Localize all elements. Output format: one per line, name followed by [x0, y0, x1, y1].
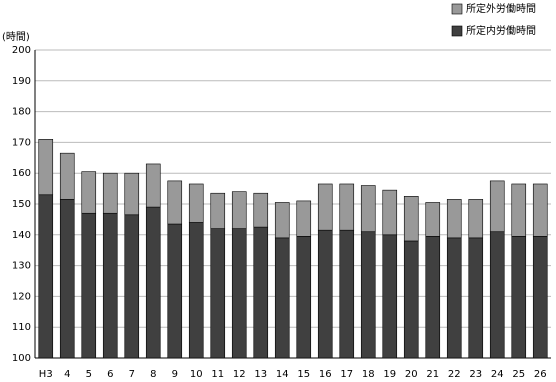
x-tick-label: H3	[39, 369, 53, 380]
bar-segment	[403, 240, 419, 359]
bar-segment	[38, 194, 54, 359]
x-tick-label: 4	[64, 369, 70, 380]
bar-segment	[124, 214, 140, 359]
y-tick-label: 140	[12, 230, 31, 241]
bar-segment	[253, 192, 269, 228]
x-tick-label: 23	[469, 369, 482, 380]
bar-segment	[81, 212, 97, 359]
x-tick-label: 22	[448, 369, 461, 380]
x-tick-label: 17	[340, 369, 353, 380]
x-tick-label: 25	[512, 369, 525, 380]
bar-segment	[403, 196, 419, 242]
bar-segment	[231, 191, 247, 229]
bar-segment	[296, 236, 312, 359]
bar-segment	[167, 180, 183, 225]
bar-segment	[532, 183, 548, 237]
legend-swatch	[451, 25, 463, 37]
bar-segment	[210, 192, 226, 229]
x-tick-label: 14	[276, 369, 289, 380]
x-tick-label: 13	[254, 369, 267, 380]
x-tick-label: 18	[362, 369, 375, 380]
bar-segment	[145, 163, 161, 208]
bar-segment	[425, 202, 441, 237]
y-tick-label: 160	[12, 168, 31, 179]
bar-segment	[382, 234, 398, 359]
bar-segment	[532, 236, 548, 359]
y-tick-label: 190	[12, 76, 31, 87]
x-tick-label: 10	[190, 369, 203, 380]
bar-segment	[102, 212, 118, 359]
legend-label: 所定外労働時間	[466, 2, 536, 15]
x-tick-label: 7	[129, 369, 135, 380]
bar-segment	[360, 185, 376, 233]
bar-segment	[59, 199, 75, 359]
x-tick-label: 19	[383, 369, 396, 380]
x-tick-label: 12	[233, 369, 246, 380]
y-tick-label: 120	[12, 291, 31, 302]
x-tick-label: 9	[172, 369, 178, 380]
bar-segment	[274, 237, 290, 359]
bar-segment	[81, 171, 97, 214]
x-tick-label: 15	[297, 369, 310, 380]
bar-segment	[339, 229, 355, 359]
y-tick-label: 130	[12, 261, 31, 272]
x-tick-label: 6	[107, 369, 113, 380]
bar-segment	[167, 223, 183, 359]
legend-swatch	[451, 3, 463, 15]
bar-segment	[339, 183, 355, 231]
bar-segment	[468, 237, 484, 359]
bar-segment	[511, 183, 527, 237]
bar-segment	[188, 183, 204, 223]
bar-segment	[425, 236, 441, 359]
bar-segment	[382, 189, 398, 236]
y-tick-label: 170	[12, 137, 31, 148]
x-tick-label: 21	[426, 369, 439, 380]
bar-segment	[317, 229, 333, 359]
bar-segment	[274, 202, 290, 239]
legend-label: 所定内労働時間	[466, 24, 536, 37]
bar-segment	[102, 172, 118, 214]
x-tick-label: 11	[211, 369, 224, 380]
bar-segment	[489, 180, 505, 233]
bar-segment	[317, 183, 333, 231]
x-tick-label: 5	[86, 369, 92, 380]
x-tick-label: 24	[491, 369, 504, 380]
bar-segment	[489, 231, 505, 359]
y-tick-label: 180	[12, 107, 31, 118]
bar-segment	[360, 231, 376, 359]
bar-segment	[253, 226, 269, 359]
x-tick-label: 20	[405, 369, 418, 380]
bar-segment	[38, 139, 54, 196]
x-tick-label: 26	[534, 369, 547, 380]
y-tick-label: 100	[12, 353, 31, 364]
bar-segment	[231, 228, 247, 359]
y-tick-label: 110	[12, 322, 31, 333]
x-tick-label: 8	[150, 369, 156, 380]
y-tick-label: 200	[12, 45, 31, 56]
bar-segment	[124, 172, 140, 216]
bar-segment	[188, 222, 204, 359]
bar-segment	[59, 152, 75, 200]
bar-segment	[210, 228, 226, 359]
y-tick-label: 150	[12, 199, 31, 210]
bar-segment	[446, 237, 462, 359]
bar-segment	[145, 206, 161, 359]
y-axis-label: (時間)	[2, 31, 30, 43]
bar-segment	[468, 199, 484, 239]
x-tick-label: 16	[319, 369, 332, 380]
bar-segment	[296, 200, 312, 237]
bar-segment	[511, 236, 527, 359]
bar-segment	[446, 199, 462, 239]
